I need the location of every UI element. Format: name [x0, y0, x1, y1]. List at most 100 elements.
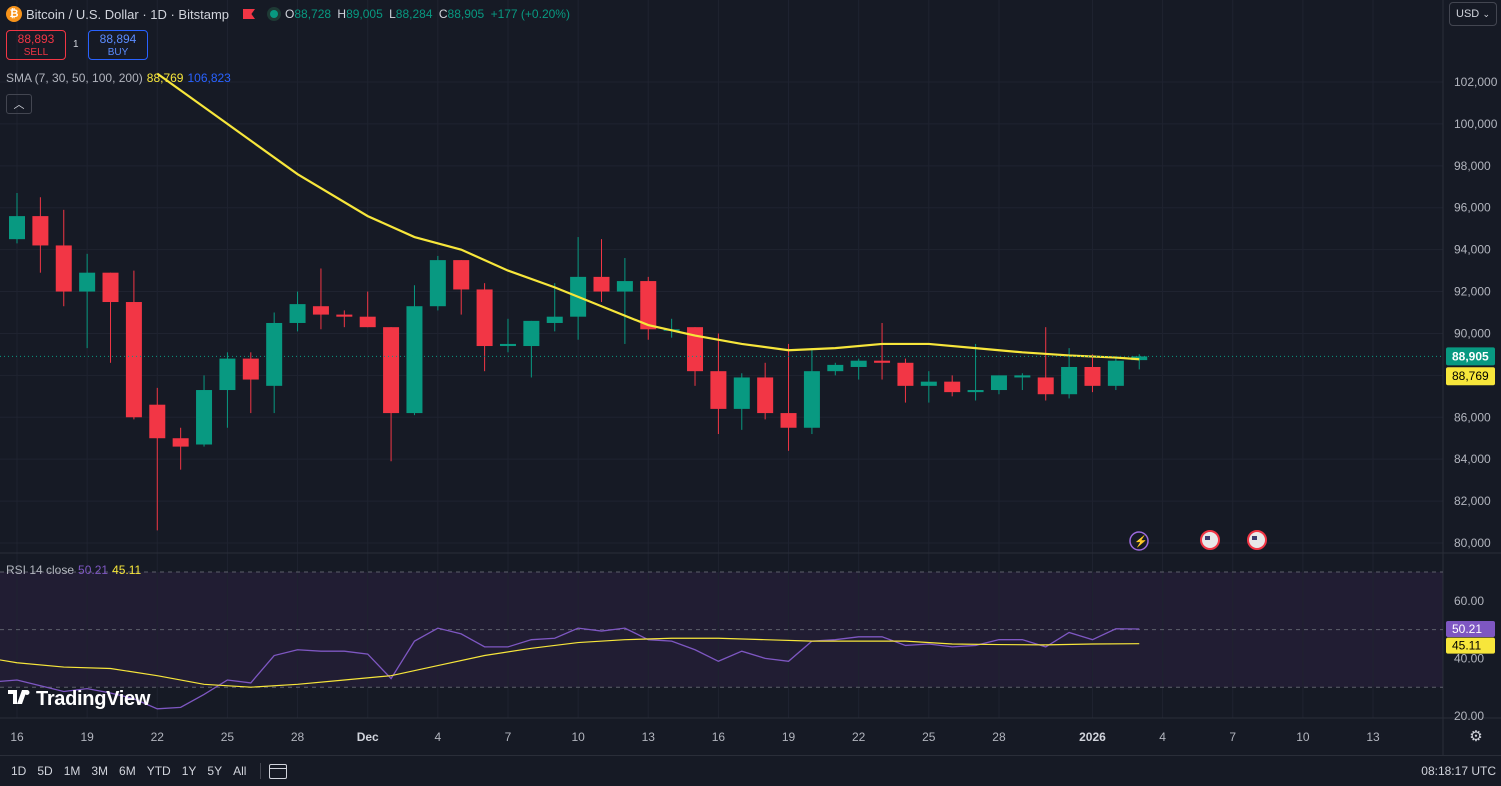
time-axis-label: 19 — [782, 730, 796, 744]
candle-body — [990, 375, 1007, 391]
candle-body — [710, 371, 727, 409]
last-price-label: 88,905 — [1452, 349, 1489, 363]
time-axis-label: 28 — [992, 730, 1006, 744]
flag-icon[interactable] — [243, 9, 255, 19]
us-flag-canton — [1252, 536, 1257, 540]
last-price-badge — [1446, 347, 1495, 366]
ohlc-close-key: C — [438, 7, 448, 21]
range-1y-button[interactable]: 1Y — [181, 764, 197, 778]
candle-body — [827, 364, 844, 372]
rsi-legend-label: RSI 14 close — [6, 563, 75, 577]
rsi-axis-label: 60.00 — [1454, 594, 1484, 608]
range-1m-button[interactable]: 1M — [63, 764, 81, 778]
sma-legend-value-1: 88,769 — [146, 71, 184, 85]
candle-body — [523, 320, 540, 347]
candle-body — [687, 327, 704, 372]
rsi-ma-line — [0, 637, 1140, 688]
sell-price: 88,893 — [17, 32, 55, 46]
symbol-title[interactable]: Bitcoin / U.S. Dollar · 1D · Bitstamp — [26, 6, 229, 22]
ohlc-close-value: 88,905 — [447, 7, 485, 21]
time-axis-label: 10 — [571, 730, 585, 744]
candle-body — [1107, 360, 1124, 386]
candle-body — [196, 390, 213, 445]
range-3m-button[interactable]: 3M — [91, 764, 109, 778]
candle-body — [850, 360, 867, 367]
time-axis-label: 25 — [221, 730, 235, 744]
price-axis-label: 98,000 — [1454, 159, 1491, 173]
range-ytd-button[interactable]: YTD — [146, 764, 171, 778]
rsi-line — [0, 627, 1140, 710]
candle-body — [172, 438, 189, 447]
currency-select[interactable]: USD ⌄ — [1449, 2, 1497, 26]
candle-body — [55, 245, 72, 292]
candle-body — [920, 381, 937, 386]
range-all-button[interactable]: All — [233, 764, 247, 778]
ohlc-low-value: 88,284 — [395, 7, 433, 21]
candle-body — [125, 302, 142, 418]
time-axis-label: 19 — [80, 730, 94, 744]
price-axis-label: 102,000 — [1454, 75, 1498, 89]
buy-price: 88,894 — [99, 32, 137, 46]
sma-value-label: 88,769 — [1452, 369, 1489, 383]
time-axis-label: 22 — [852, 730, 866, 744]
candle-body — [219, 358, 236, 391]
bitcoin-icon[interactable]: ₿ — [6, 6, 22, 22]
ohlc-high-value: 89,005 — [346, 7, 383, 21]
buy-button[interactable]: 88,894 BUY — [88, 30, 148, 60]
sma-line — [156, 72, 1140, 361]
spread-value: 1 — [73, 39, 79, 50]
candle-body — [499, 343, 516, 347]
candle-body — [780, 413, 797, 428]
range-5y-button[interactable]: 5Y — [207, 764, 223, 778]
candle-body — [1037, 377, 1054, 395]
collapse-legend-button[interactable]: ︿ — [6, 94, 32, 114]
tradingview-logo-icon — [8, 690, 30, 709]
market-status-icon[interactable] — [267, 7, 281, 21]
range-5d-button[interactable]: 5D — [37, 764, 53, 778]
time-axis-label: 4 — [434, 730, 441, 744]
time-axis-label: 25 — [922, 730, 936, 744]
rsi-ma-value-label: 45.11 — [1452, 639, 1481, 653]
time-axis-label: 16 — [10, 730, 24, 744]
candle-body — [640, 281, 657, 330]
utc-clock[interactable]: 08:18:17 UTC — [1421, 764, 1496, 778]
candle-body — [336, 314, 353, 317]
range-1d-button[interactable]: 1D — [11, 764, 27, 778]
price-axis-label: 100,000 — [1454, 117, 1498, 131]
sell-button[interactable]: 88,893 SELL — [6, 30, 66, 60]
time-axis-label: 16 — [712, 730, 726, 744]
rsi-legend[interactable]: RSI 14 close 50.21 45.11 — [6, 563, 141, 577]
event-lightning-icon — [1129, 531, 1149, 551]
event-lightning-glyph: ⚡ — [1134, 535, 1148, 548]
time-axis-label: 28 — [291, 730, 305, 744]
candle-body — [312, 306, 329, 315]
tradingview-logo[interactable]: TradingView — [8, 688, 150, 711]
candle-body — [289, 304, 306, 323]
currency-label: USD — [1456, 8, 1480, 20]
candle-body — [32, 216, 49, 246]
rsi-value-label: 50.21 — [1452, 622, 1482, 636]
candle-body — [593, 276, 610, 292]
chevron-down-icon: ⌄ — [1482, 8, 1490, 19]
candle-body — [546, 316, 563, 323]
candle-body — [1084, 366, 1101, 386]
candle-body — [242, 358, 259, 380]
chart-canvas[interactable]: 80,00082,00084,00086,00088,00090,00092,0… — [0, 0, 1501, 755]
us-flag-canton — [1205, 536, 1210, 540]
candle-body — [453, 260, 470, 290]
ohlc-change: +177 (+0.20%) — [490, 7, 570, 21]
ohlc-values: O88,728 H89,005 L88,284 C88,905 +177 (+0… — [285, 7, 573, 21]
sma-legend[interactable]: SMA (7, 30, 50, 100, 200) 88,769 106,823 — [6, 71, 231, 85]
range-6m-button[interactable]: 6M — [119, 764, 136, 778]
time-axis-label: 2026 — [1079, 730, 1106, 744]
sma-value-badge — [1446, 367, 1495, 386]
time-axis-label: 4 — [1159, 730, 1166, 744]
candle-body — [1014, 375, 1031, 378]
rsi-axis-label: 40.00 — [1454, 651, 1484, 665]
calendar-icon[interactable] — [269, 763, 288, 779]
time-axis-label: 13 — [642, 730, 656, 744]
candle-body — [1061, 366, 1078, 395]
ohlc-open-key: O — [285, 7, 295, 21]
gear-icon[interactable]: ⚙ — [1469, 728, 1483, 745]
time-axis-label: 10 — [1296, 730, 1310, 744]
